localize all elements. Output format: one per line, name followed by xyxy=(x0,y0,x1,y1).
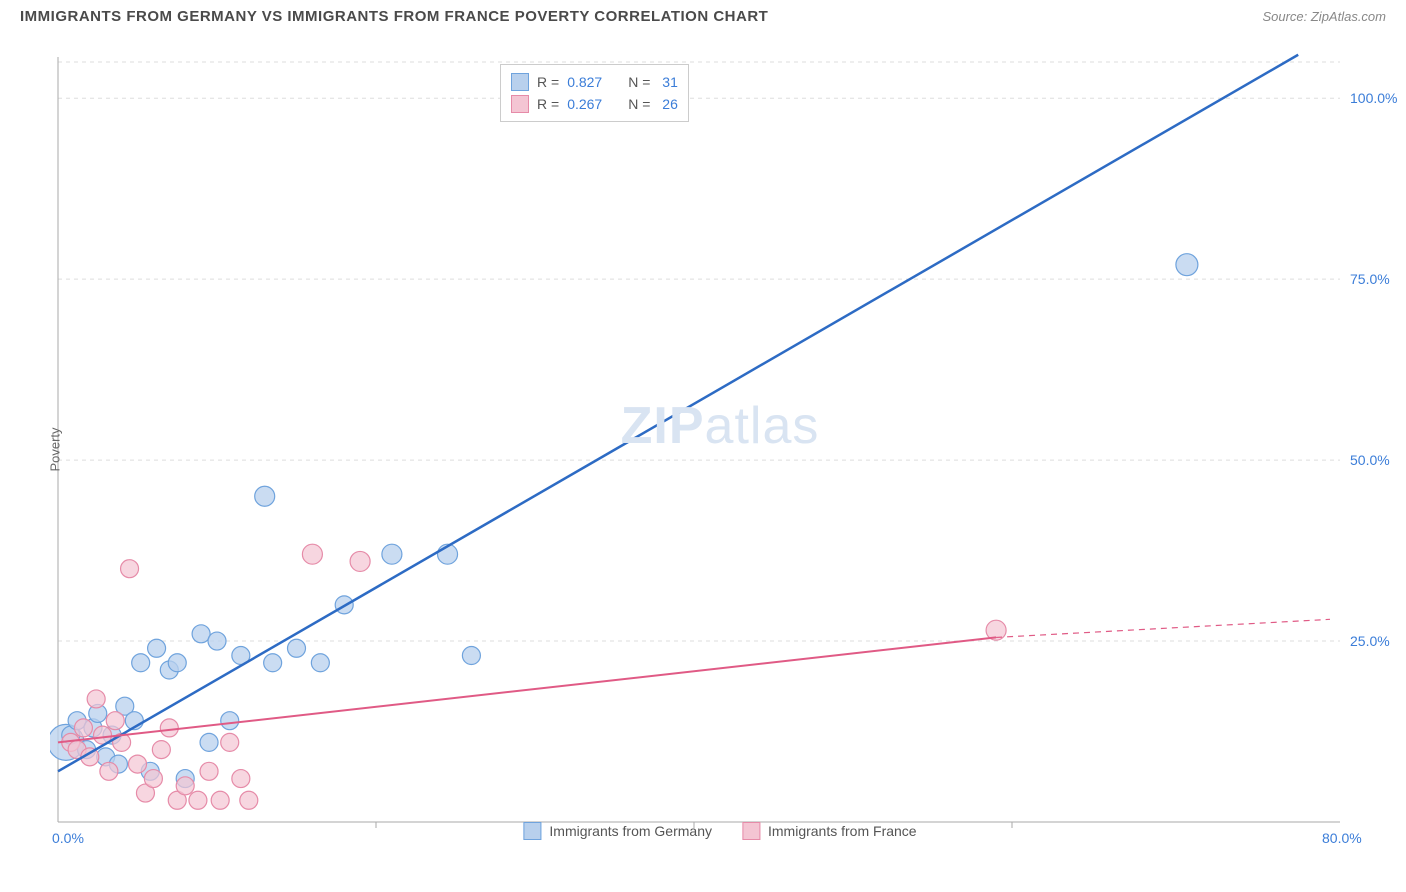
x-tick-label: 80.0% xyxy=(1322,830,1362,846)
y-tick-label: 75.0% xyxy=(1350,271,1390,287)
n-label: N = xyxy=(628,74,650,90)
y-axis-label: Poverty xyxy=(48,427,63,471)
x-tick-label: 0.0% xyxy=(52,830,84,846)
stat-row: R = 0.827 N = 31 xyxy=(511,71,678,93)
y-tick-label: 25.0% xyxy=(1350,633,1390,649)
source-attribution: Source: ZipAtlas.com xyxy=(1262,9,1386,24)
r-label: R = xyxy=(537,74,559,90)
legend-item-france: Immigrants from France xyxy=(742,822,917,840)
legend-label-france: Immigrants from France xyxy=(768,823,917,839)
n-label: N = xyxy=(628,96,650,112)
stat-swatch xyxy=(511,73,529,91)
correlation-stats-box: R = 0.827 N = 31 R = 0.267 N = 26 xyxy=(500,64,689,122)
stat-swatch xyxy=(511,95,529,113)
stat-row: R = 0.267 N = 26 xyxy=(511,93,678,115)
legend-swatch-france xyxy=(742,822,760,840)
bottom-legend: Immigrants from Germany Immigrants from … xyxy=(523,822,916,840)
r-value: 0.827 xyxy=(567,74,602,90)
r-value: 0.267 xyxy=(567,96,602,112)
n-value: 26 xyxy=(658,96,677,112)
r-label: R = xyxy=(537,96,559,112)
legend-item-germany: Immigrants from Germany xyxy=(523,822,712,840)
legend-swatch-germany xyxy=(523,822,541,840)
y-tick-label: 50.0% xyxy=(1350,452,1390,468)
n-value: 31 xyxy=(658,74,677,90)
chart-title: IMMIGRANTS FROM GERMANY VS IMMIGRANTS FR… xyxy=(20,8,768,25)
y-tick-label: 100.0% xyxy=(1350,90,1397,106)
scatter-chart-svg xyxy=(50,42,1390,842)
legend-label-germany: Immigrants from Germany xyxy=(549,823,712,839)
chart-header: IMMIGRANTS FROM GERMANY VS IMMIGRANTS FR… xyxy=(0,0,1406,33)
chart-area: Poverty ZIPatlas R =0.827N = 31R =0.267N… xyxy=(50,42,1390,842)
